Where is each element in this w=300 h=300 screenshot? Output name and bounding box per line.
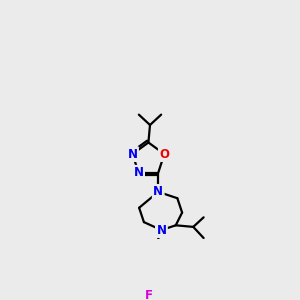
- Text: N: N: [156, 224, 167, 237]
- Text: N: N: [128, 148, 137, 160]
- Text: F: F: [145, 289, 153, 300]
- Text: N: N: [134, 166, 144, 179]
- Text: O: O: [159, 148, 169, 160]
- Text: N: N: [153, 185, 163, 198]
